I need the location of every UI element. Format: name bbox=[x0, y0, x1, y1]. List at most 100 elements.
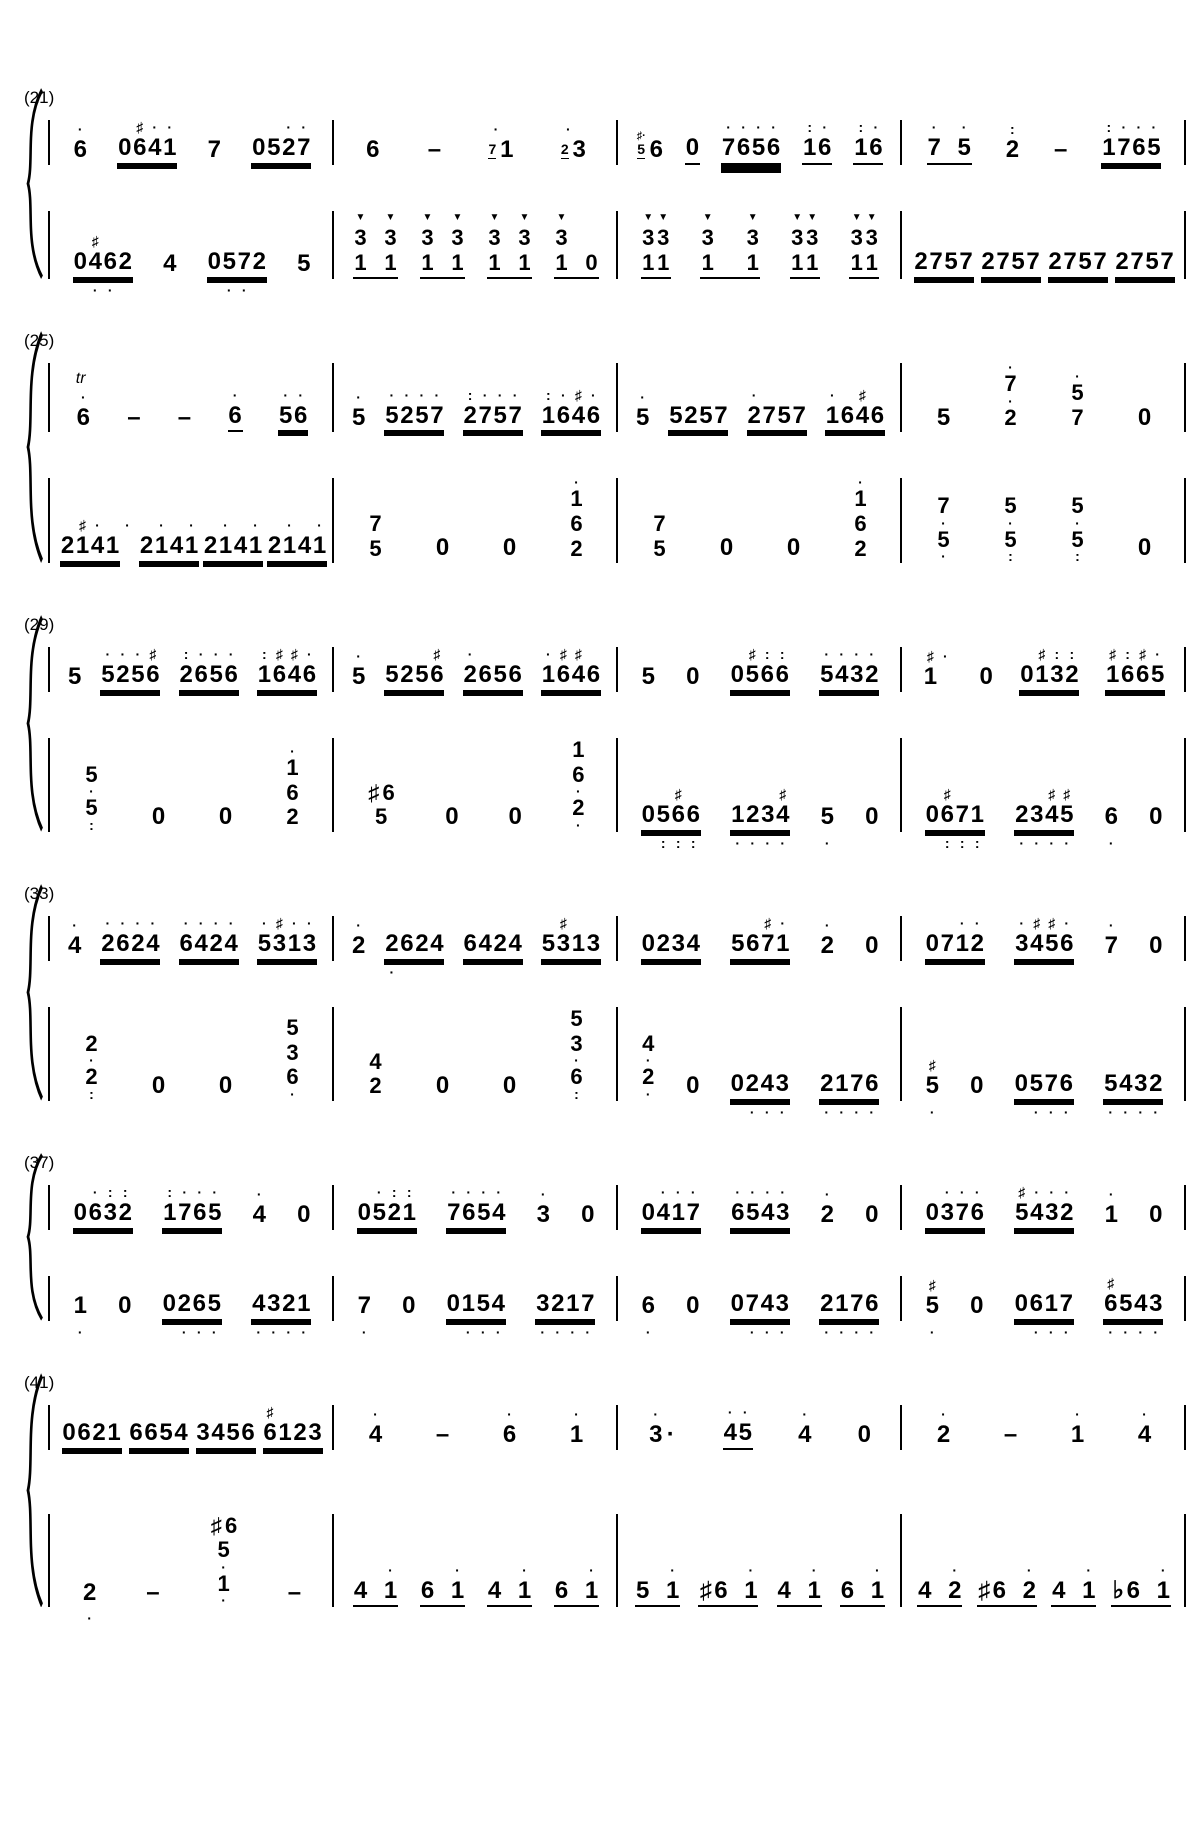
note-wrap: 4 bbox=[67, 933, 82, 961]
note-digits: 5 bbox=[635, 403, 650, 431]
note-cell: – bbox=[1003, 1421, 1018, 1450]
note-digits: 5 bbox=[85, 761, 98, 787]
note-cell: · 6 1 bbox=[554, 1562, 599, 1608]
measure: 5 · 5:0 0 · 1 6 2 bbox=[48, 738, 334, 833]
note-cell: · 1 6 2 bbox=[285, 744, 300, 832]
beam-underline: 4 1 bbox=[776, 1577, 822, 1608]
octave-dots-below: · bbox=[645, 1323, 651, 1340]
note-cell: · · · · 6 4 2 4 bbox=[178, 916, 239, 961]
note-digits: 2 bbox=[351, 932, 366, 960]
octave-dots-above: · bbox=[952, 1561, 958, 1578]
note-digits: 1 bbox=[1104, 1200, 1118, 1228]
note-cell: 0 bbox=[218, 804, 233, 832]
octave-dots-below: · · · · bbox=[540, 1323, 591, 1340]
note-cell: 0 bbox=[864, 804, 879, 832]
main-row: 0 bbox=[117, 1292, 132, 1319]
note-digits: 1 bbox=[572, 737, 585, 763]
lower-voice-line: 5 · 5:0 0 · 1 6 2 ♯ 6 5 0 0 1 6 · 2 · ♯ 0 5 6 6 ::: ♯ 1 2 3 4 · · · ·… bbox=[48, 737, 1186, 850]
measure: · · · 0 3 7 6 ♯ · · · 5 4 3 2 · 1 0 bbox=[902, 1184, 1186, 1230]
note-wrap: 6 bbox=[641, 1292, 656, 1321]
note-wrap: 0 bbox=[435, 1073, 450, 1101]
octave-dots-below: · · · bbox=[749, 1103, 785, 1120]
octave-dots-below: · bbox=[929, 1323, 935, 1340]
measure: · 5 5 2 5 7 · 2 7 5 7 · ♯ 1 6 4 6 bbox=[618, 363, 902, 433]
note-cell: · 2 3 bbox=[560, 122, 587, 165]
octave-dots-above: · bbox=[356, 648, 361, 665]
main-row: 4 1 bbox=[777, 1577, 822, 1604]
note-wrap: ♯ 6 5 · 1 · bbox=[209, 1513, 239, 1608]
note-cell: ♯· 5 6 bbox=[637, 130, 664, 165]
note-cell: ♯ 0 6 7 1 ::: bbox=[924, 787, 985, 850]
measure: ♯ 0 5 6 6 ::: ♯ 1 2 3 4 · · · · 5 · 0 bbox=[618, 738, 902, 850]
note-digits: 6 bbox=[854, 511, 867, 537]
note-cell: 0 bbox=[979, 664, 994, 692]
grace-digit: 7 bbox=[488, 140, 497, 159]
note-digits: 2 bbox=[286, 804, 299, 830]
note-cell: ▼ 3 1 0 bbox=[554, 211, 599, 280]
octave-dots-above: · · · · bbox=[735, 1183, 786, 1200]
chord-stack: 2 · 2: bbox=[84, 1030, 99, 1101]
main-row: 2 bbox=[1005, 137, 1020, 163]
accent-marks: ▼ ▼ bbox=[792, 211, 818, 223]
note-wrap: 6 bbox=[502, 1421, 517, 1450]
note-digits: 4 bbox=[798, 1420, 812, 1448]
octave-dots-above: · ♯ · · bbox=[262, 915, 312, 932]
main-row: 0 bbox=[969, 1073, 984, 1099]
beam-underline: 6 1 bbox=[839, 1577, 885, 1608]
octave-dots-above: · bbox=[1086, 1561, 1092, 1578]
note-cell: · 4 bbox=[252, 1186, 267, 1230]
note-cell: 5 · bbox=[820, 804, 835, 850]
note-cell: ♯ 6 5 4 3 · · · · bbox=[1103, 1275, 1164, 1339]
chord-stack: 5 3 6 · bbox=[285, 1015, 300, 1101]
measure: · 4 1 · 6 1 · 4 1 · 6 1 bbox=[334, 1513, 618, 1608]
note-cell: 0 bbox=[151, 1073, 166, 1101]
octave-dots-above: · bbox=[540, 1185, 546, 1202]
octave-dots-below: · · · bbox=[749, 1323, 785, 1340]
note-cell: · ♯ 6 1 bbox=[698, 1561, 759, 1608]
note-wrap: 5 3 6 · bbox=[285, 1015, 300, 1101]
note-digits: 0 bbox=[502, 534, 517, 562]
octave-dots-above: · bbox=[748, 1561, 754, 1578]
main-row: 2 · 2: bbox=[84, 1030, 99, 1101]
note-cell: 5 4 3 2 · · · · bbox=[1103, 1071, 1164, 1119]
octave-dots-below: · · · · bbox=[824, 1103, 875, 1120]
measure: ♯ 0 6 7 1 ::: ♯ ♯ 2 3 4 5 · · · · 6 · 0 bbox=[902, 738, 1186, 850]
measure-number-label: (37) bbox=[24, 1152, 55, 1172]
octave-dots-above: : · · · bbox=[167, 1183, 218, 1200]
octave-dots-above: · · · · bbox=[105, 915, 156, 932]
measure: 5 · · · ♯ 5 2 5 6: · · · 2 6 5 6: ♯ ♯ · 1 6 4 6 bbox=[48, 647, 334, 693]
octave-dots-above: ♯ bbox=[928, 1056, 936, 1073]
note-digits: 2 bbox=[85, 1030, 98, 1056]
note-wrap: 5 bbox=[635, 403, 650, 433]
note-digits: 1 1 bbox=[421, 249, 464, 275]
octave-dots-below: · bbox=[929, 1103, 935, 1120]
note-cell: · · · · 6 5 4 3 bbox=[730, 1183, 791, 1230]
note-digits: 4 bbox=[642, 1030, 655, 1056]
note-digits: 4 1 bbox=[1052, 1576, 1096, 1604]
note-digits: 6 bbox=[73, 136, 87, 163]
main-row: 4 1 bbox=[1051, 1576, 1096, 1604]
note-digits: 5 bbox=[641, 663, 655, 691]
note-wrap: 0 bbox=[151, 1073, 166, 1101]
